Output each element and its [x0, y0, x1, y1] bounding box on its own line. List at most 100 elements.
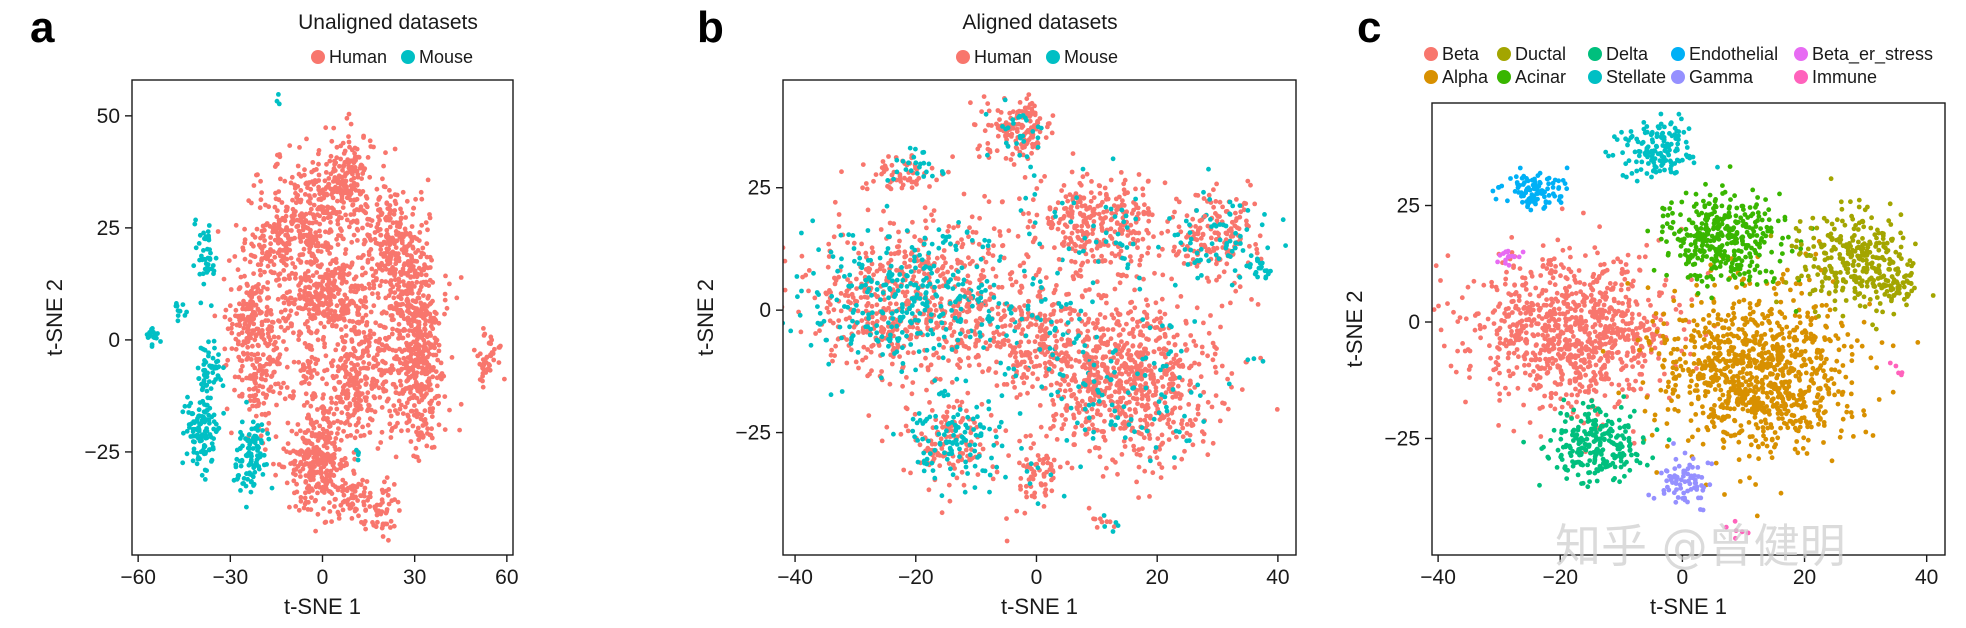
scatter-point — [990, 253, 996, 258]
scatter-point — [351, 168, 357, 174]
scatter-point — [377, 266, 382, 271]
scatter-point — [206, 339, 211, 345]
scatter-point — [1125, 233, 1131, 238]
scatter-point — [865, 347, 870, 352]
scatter-point — [366, 281, 372, 287]
scatter-point — [1135, 245, 1140, 251]
scatter-point — [379, 429, 385, 435]
scatter-point — [1103, 196, 1109, 202]
scatter-point — [287, 247, 293, 253]
scatter-point — [932, 284, 937, 290]
scatter-point — [347, 377, 352, 383]
scatter-point — [265, 263, 271, 269]
scatter-point — [977, 306, 983, 312]
scatter-point — [981, 94, 987, 99]
scatter-point — [1213, 252, 1219, 258]
scatter-point — [979, 289, 984, 295]
scatter-point — [188, 434, 194, 439]
scatter-point — [308, 259, 313, 265]
scatter-point — [281, 446, 287, 452]
scatter-point — [395, 499, 401, 505]
scatter-point — [257, 205, 263, 211]
scatter-points — [783, 92, 1288, 544]
scatter-point — [269, 258, 274, 264]
scatter-point — [348, 433, 354, 438]
scatter-point — [316, 178, 322, 183]
scatter-point — [408, 439, 414, 444]
scatter-point — [343, 247, 349, 252]
scatter-point — [338, 156, 343, 162]
scatter-point — [312, 256, 318, 262]
scatter-point — [308, 196, 313, 201]
scatter-point — [1203, 252, 1209, 258]
scatter-point — [1017, 152, 1023, 158]
scatter-point — [301, 403, 307, 408]
scatter-point — [847, 272, 853, 278]
scatter-point — [986, 199, 992, 205]
scatter-point — [314, 328, 320, 334]
scatter-point — [323, 435, 329, 441]
scatter-point — [829, 347, 834, 353]
scatter-point — [384, 343, 390, 349]
scatter-point — [915, 285, 921, 291]
scatter-point — [427, 365, 433, 370]
scatter-point — [250, 299, 255, 305]
scatter-point — [845, 304, 851, 310]
scatter-point — [376, 197, 382, 202]
scatter-point — [1065, 198, 1071, 204]
scatter-point — [955, 269, 961, 274]
scatter-point — [1032, 192, 1038, 197]
scatter-point — [283, 318, 289, 324]
scatter-point — [1022, 303, 1027, 308]
scatter-point — [397, 378, 403, 384]
scatter-point — [347, 224, 352, 230]
scatter-point — [265, 331, 271, 336]
scatter-point — [888, 263, 894, 269]
scatter-point — [1027, 231, 1032, 237]
scatter-point — [1209, 224, 1214, 230]
scatter-point — [239, 330, 245, 336]
scatter-point — [927, 307, 933, 313]
scatter-point — [1026, 92, 1032, 97]
scatter-point — [414, 279, 420, 285]
scatter-point — [258, 289, 264, 295]
scatter-point — [225, 357, 231, 363]
scatter-point — [401, 262, 407, 268]
scatter-point — [410, 244, 416, 250]
scatter-point — [276, 462, 282, 467]
scatter-point — [330, 210, 335, 216]
scatter-point — [899, 369, 905, 375]
scatter-point — [973, 341, 979, 346]
scatter-point — [955, 223, 961, 229]
scatter-point — [863, 250, 869, 256]
scatter-point — [393, 229, 399, 234]
scatter-point — [870, 310, 875, 316]
scatter-point — [1024, 154, 1030, 160]
scatter-point — [424, 254, 430, 260]
scatter-point — [313, 293, 319, 299]
scatter-point — [1248, 182, 1253, 188]
scatter-point — [253, 381, 258, 386]
scatter-point — [1234, 225, 1240, 231]
scatter-point — [442, 311, 447, 317]
scatter-point — [946, 279, 951, 285]
scatter-point — [341, 271, 347, 277]
scatter-point — [874, 311, 879, 316]
scatter-point — [1069, 169, 1075, 175]
scatter-point — [245, 438, 251, 444]
scatter-point — [1111, 203, 1117, 209]
scatter-point — [327, 509, 333, 514]
scatter-point — [290, 219, 296, 225]
scatter-point — [252, 337, 258, 343]
scatter-point — [389, 498, 395, 504]
scatter-point — [262, 269, 267, 275]
scatter-point — [285, 325, 291, 331]
scatter-point — [273, 434, 279, 440]
scatter-point — [926, 161, 932, 167]
scatter-point — [215, 229, 221, 234]
scatter-point — [305, 507, 311, 512]
scatter-point — [985, 250, 991, 256]
scatter-point — [374, 512, 380, 518]
chart-title: Aligned datasets — [962, 11, 1117, 34]
scatter-point — [1082, 203, 1088, 209]
